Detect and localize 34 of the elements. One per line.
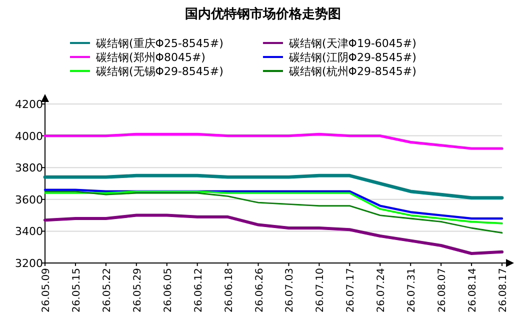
legend-label: 碳结钢(重庆Φ25-8545#) [95,37,224,50]
line-series [44,132,504,150]
x-tick-label: 26.06.12 [193,268,204,313]
x-tick-label: 26.06.26 [254,268,266,313]
x-tick-label: 26.05.29 [132,268,144,313]
legend-label: 碳结钢(天津Φ19-6045#) [288,37,416,50]
legend-label: 碳结钢(无锡Φ29-8545#) [95,65,224,78]
y-tick-label: 4000 [15,130,43,143]
x-tick-label: 26.05.09 [41,268,52,313]
line-series [44,214,504,255]
x-tick-label: 26.06.18 [224,268,235,313]
y-tick-label: 3200 [15,257,43,270]
x-tick-label: 26.08.17 [498,268,509,313]
x-tick-label: 26.06.05 [162,268,174,313]
line-series [44,190,503,234]
x-tick-label: 26.07.10 [315,268,326,313]
chart-title: 国内优特钢市场价格走势图 [185,6,341,22]
y-tick-label: 4200 [15,98,43,111]
x-tick-label: 26.08.07 [437,268,448,313]
x-tick-label: 26.08.14 [468,268,479,313]
x-tick-label: 26.07.03 [284,268,296,313]
x-tick-label: 26.07.17 [346,268,357,313]
y-tick-label: 3800 [15,162,43,175]
y-tick-label: 3600 [15,193,43,206]
legend-label: 碳结钢(杭州Φ29-8545#) [288,65,416,78]
x-tick-label: 26.05.22 [102,268,113,313]
x-tick-label: 26.05.15 [71,268,82,313]
x-tick-label: 26.07.31 [406,268,418,313]
line-series [44,190,503,224]
line-series [43,174,504,200]
y-tick-label: 3400 [15,225,43,238]
x-tick-label: 26.07.24 [376,268,388,313]
legend-label: 碳结钢(郑州Φ8045#) [95,51,206,64]
legend-label: 碳结钢(江阴Φ29-8545#) [288,51,416,64]
